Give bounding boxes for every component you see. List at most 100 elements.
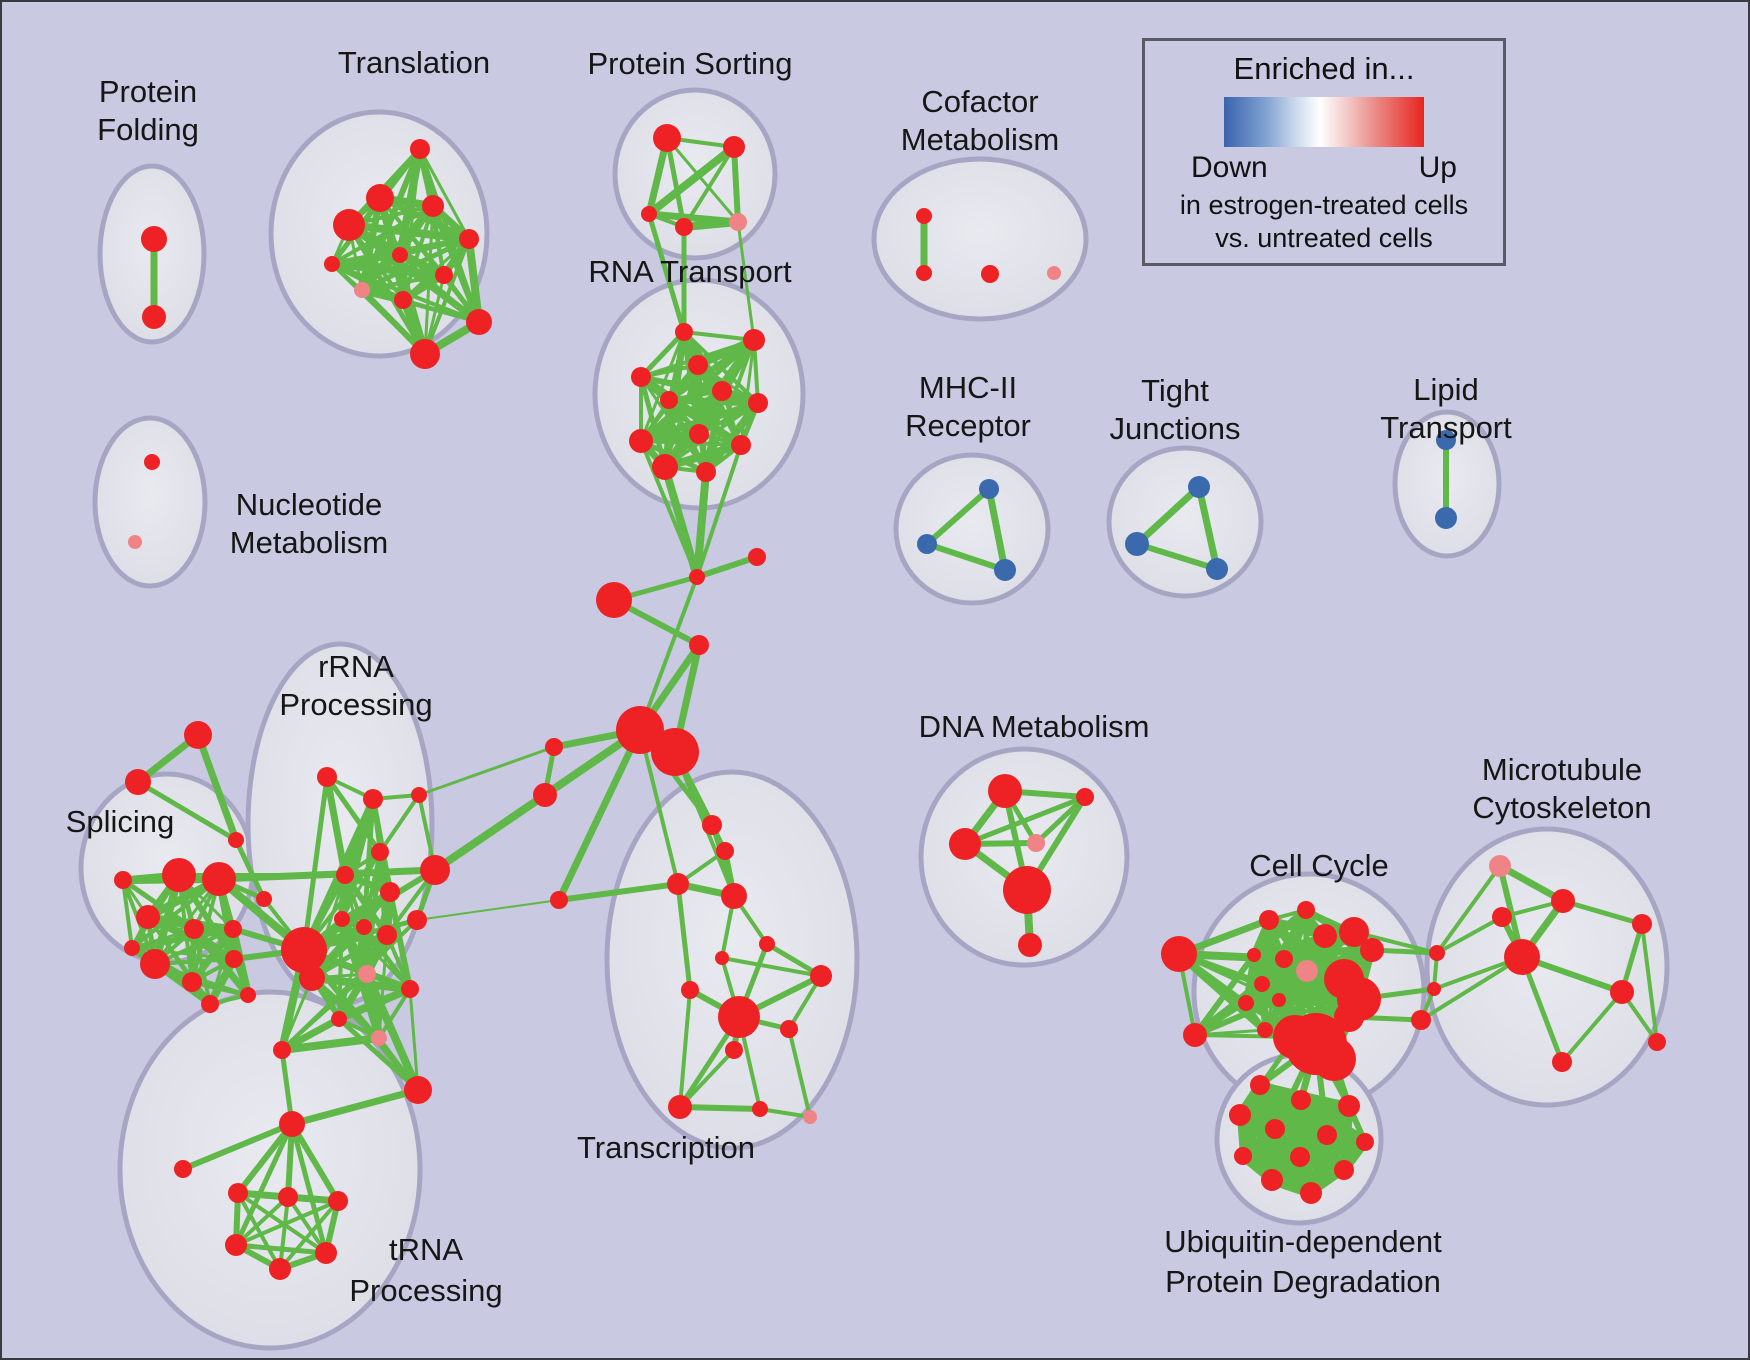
protein-sorting-node-0 [653, 124, 681, 152]
connectors-node-13 [748, 548, 766, 566]
rrna-edge [337, 917, 344, 1021]
splicing-node-3 [184, 919, 204, 939]
link-edge-connectors-rrna [301, 867, 438, 953]
tight-junctions-node-2 [1206, 558, 1228, 580]
link-edge-connectors-rrna [378, 793, 421, 854]
rna-transport-node-5 [712, 381, 732, 401]
connectors-node-9 [550, 891, 568, 909]
cell-cycle-node-12 [1272, 993, 1286, 1007]
splicing-edge [190, 925, 252, 999]
cell-cycle-node-2 [1259, 910, 1279, 930]
dna-metabolism-node-3 [1027, 834, 1045, 852]
connectors-edge [135, 779, 239, 843]
rna-transport-edge [639, 439, 743, 447]
trna-processing-node-1 [228, 1183, 248, 1203]
rrna-edge [340, 850, 382, 921]
trna-edge [233, 1121, 295, 1248]
tight-junctions-ellipse [1106, 445, 1264, 599]
ubiquitin-degradation-label: Ubiquitin-dependent [1164, 1224, 1442, 1259]
mhc2-receptor-label: MHC-II [919, 370, 1017, 405]
transcription-node-2 [667, 873, 689, 895]
rrna-edge [387, 889, 413, 992]
legend-down-label: Down [1191, 151, 1268, 184]
microtubule-cytoskeleton-edge [1560, 898, 1645, 927]
transcription-node-3 [721, 883, 747, 909]
rna-transport-node-1 [743, 329, 765, 351]
tight-junctions-edge [1195, 483, 1221, 573]
rna-transport-node-10 [652, 454, 678, 480]
connectors-node-2 [228, 832, 244, 848]
protein-folding-label: Protein [99, 74, 197, 109]
rrna-processing-node-10 [358, 965, 376, 983]
connectors-edge [194, 731, 240, 844]
lipid-transport-label: Lipid [1413, 372, 1479, 407]
transcription-node-4 [759, 936, 775, 952]
mhc2-receptor-node-2 [994, 559, 1016, 581]
cell-cycle-node-8 [1339, 917, 1369, 947]
rna-transport-node-2 [688, 355, 708, 375]
tight-junctions-label: Tight [1141, 373, 1209, 408]
link-edge-connectors-transcription [556, 881, 681, 903]
splicing-edge [120, 877, 197, 932]
trna-edge [236, 1191, 328, 1255]
cell-cycle-node-19 [1273, 1015, 1317, 1059]
cell-cycle-edge [1175, 950, 1269, 1034]
rrna-processing-node-14 [273, 1041, 291, 1059]
link-edge-connectors-trna [180, 1121, 295, 1172]
link-edge-rrna-trna [288, 1086, 422, 1128]
trna-processing-node-5 [315, 1242, 337, 1264]
nodes-layer [114, 124, 1666, 1280]
link-edge-connectors-rrna [280, 918, 419, 1052]
rrna-processing-node-8 [356, 919, 372, 935]
cofactor-metabolism-node-2 [981, 265, 999, 283]
microtubule-cytoskeleton-edge [1435, 864, 1502, 955]
trna-processing-label: tRNA [389, 1232, 463, 1267]
rna-transport-node-0 [675, 323, 693, 341]
rrna-edge [335, 985, 414, 1023]
translation-node-9 [466, 309, 492, 335]
link-edge-protein-sorting-rna-transport [646, 211, 687, 335]
rna-transport-label: RNA Transport [588, 254, 792, 289]
rrna-processing-node-12 [331, 1011, 347, 1027]
protein-folding-node-0 [141, 226, 167, 252]
ubiquitin-degradation-node-11 [1300, 1182, 1322, 1204]
translation-edge [465, 235, 483, 326]
protein-sorting-label: Protein Sorting [587, 46, 792, 81]
trna-edge [278, 1195, 290, 1271]
tight-junctions-node-1 [1125, 532, 1149, 556]
rrna-processing-node-2 [336, 866, 354, 884]
cell-cycle-node-18 [1312, 1037, 1356, 1081]
mhc2-receptor-node-0 [979, 479, 999, 499]
ubiquitin-degradation-node-3 [1229, 1104, 1251, 1126]
trna-processing-node-4 [225, 1234, 247, 1256]
legend-subtitle-line2: vs. untreated cells [1215, 223, 1433, 253]
microtubule-cytoskeleton-edge [1640, 922, 1659, 1044]
rna-transport-edge [682, 330, 756, 342]
connectors-edge [416, 899, 560, 921]
microtubule-cytoskeleton-label: Microtubule [1482, 752, 1642, 787]
trna-processing-node-2 [278, 1187, 298, 1207]
link-edge-rna-transport-connectors [639, 439, 699, 579]
rrna-processing-node-6 [299, 965, 325, 991]
microtubule-cytoskeleton-node-8 [1429, 945, 1445, 961]
connectors-node-8 [407, 910, 427, 930]
connectors-edge [233, 837, 267, 902]
nucleotide-metabolism-label: Metabolism [230, 525, 389, 560]
splicing-node-11 [124, 940, 140, 956]
ubiquitin-degradation-node-6 [1356, 1133, 1374, 1151]
cell-cycle-node-7 [1313, 924, 1337, 948]
trna-edge [236, 1191, 282, 1271]
rrna-edge [278, 1034, 383, 1054]
microtubule-cytoskeleton-node-0 [1489, 855, 1511, 877]
trna-processing-node-6 [269, 1258, 291, 1280]
splicing-edge [130, 946, 236, 961]
translation-node-5 [392, 247, 408, 263]
cofactor-metabolism-node-3 [1047, 266, 1061, 280]
mhc2-receptor-ellipse [893, 452, 1051, 606]
mhc2-receptor-edge [985, 485, 1009, 574]
cell-cycle-edge [1243, 952, 1257, 1006]
transcription-node-1 [716, 842, 734, 860]
legend-subtitle-line1: in estrogen-treated cells [1179, 190, 1469, 220]
